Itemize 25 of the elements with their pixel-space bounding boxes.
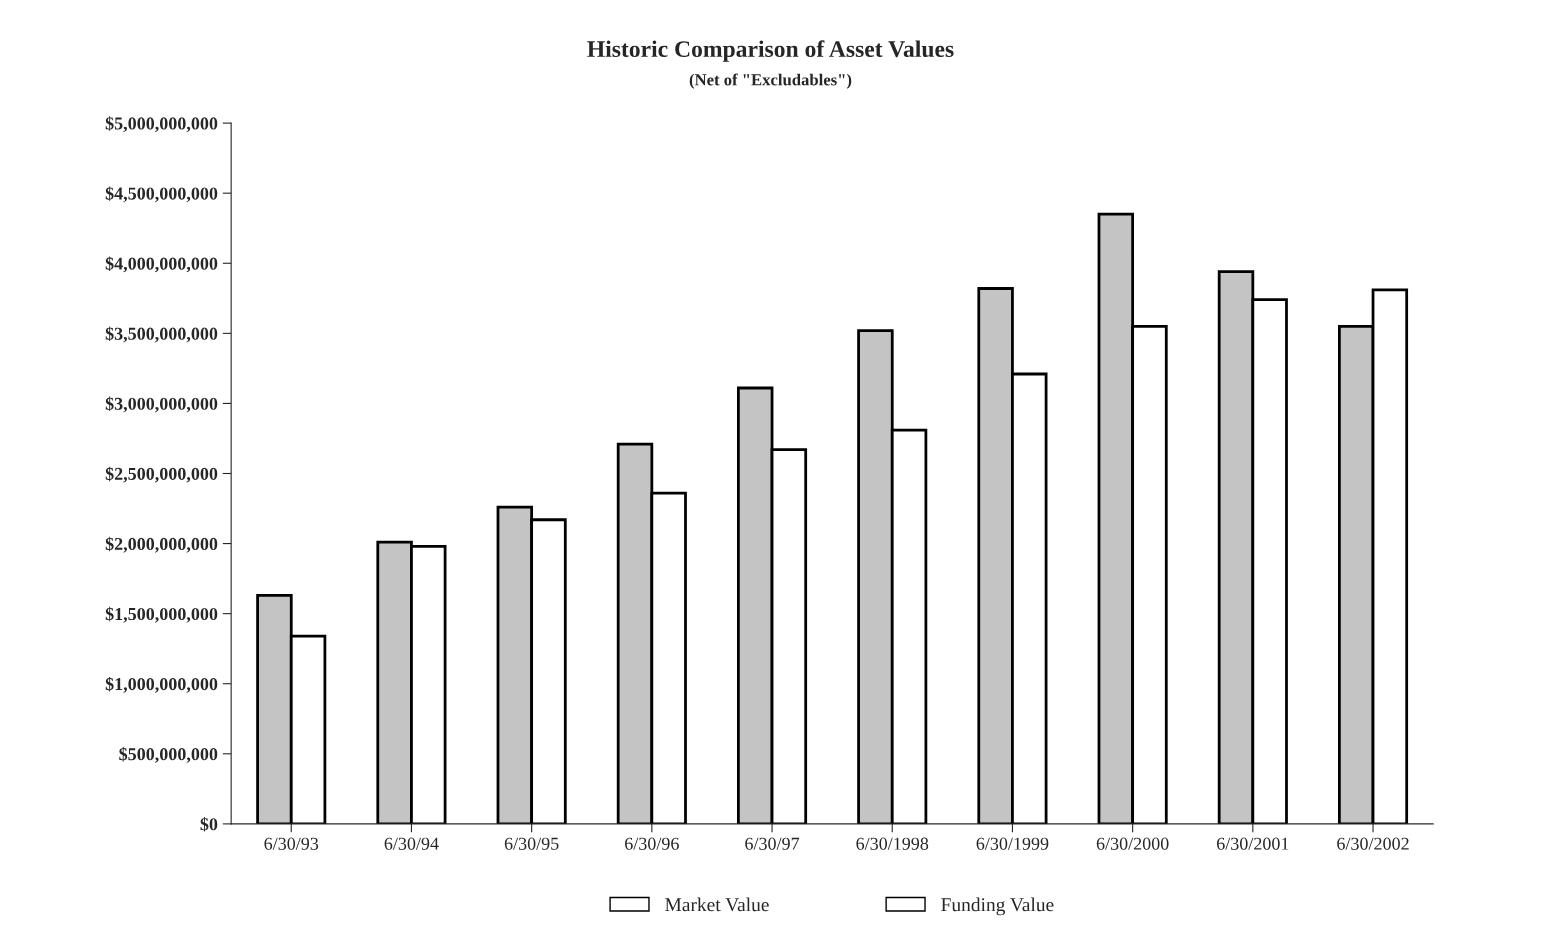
x-tick-label: 6/30/2001: [1217, 837, 1289, 850]
x-tick-label: 6/30/2002: [1337, 837, 1409, 850]
y-tick-label: $4,500,000,000: [105, 186, 218, 203]
x-tick-label: 6/30/1998: [856, 837, 929, 850]
y-tick-label: $3,500,000,000: [105, 326, 218, 343]
legend-label: Market Value: [665, 897, 769, 912]
y-tick-label: $1,500,000,000: [105, 606, 218, 623]
y-tick-label: $3,000,000,000: [105, 396, 218, 413]
x-tick-label: 6/30/96: [625, 837, 679, 850]
x-tick-label: 6/30/1999: [976, 837, 1049, 850]
legend-label: Funding Value: [941, 897, 1054, 916]
y-tick-label: $5,000,000,000: [105, 116, 218, 133]
x-tick-label: 6/30/95: [504, 837, 559, 850]
y-tick-label: $2,000,000,000: [105, 536, 218, 553]
y-tick-label: $0: [200, 817, 218, 832]
x-tick-label: 6/30/97: [745, 837, 800, 850]
y-tick-label: $500,000,000: [119, 747, 218, 763]
x-tick-label: 6/30/2000: [1096, 837, 1169, 850]
y-tick-label: $4,000,000,000: [105, 256, 218, 273]
y-tick-label: $1,000,000,000: [105, 676, 218, 693]
chart-subtitle: (Net of "Excludables"): [689, 73, 852, 89]
chart-title: Historic Comparison of Asset Values: [587, 40, 954, 62]
x-tick-label: 6/30/93: [264, 837, 319, 850]
y-tick-label: $2,500,000,000: [105, 466, 218, 483]
x-tick-label: 6/30/94: [384, 837, 439, 850]
